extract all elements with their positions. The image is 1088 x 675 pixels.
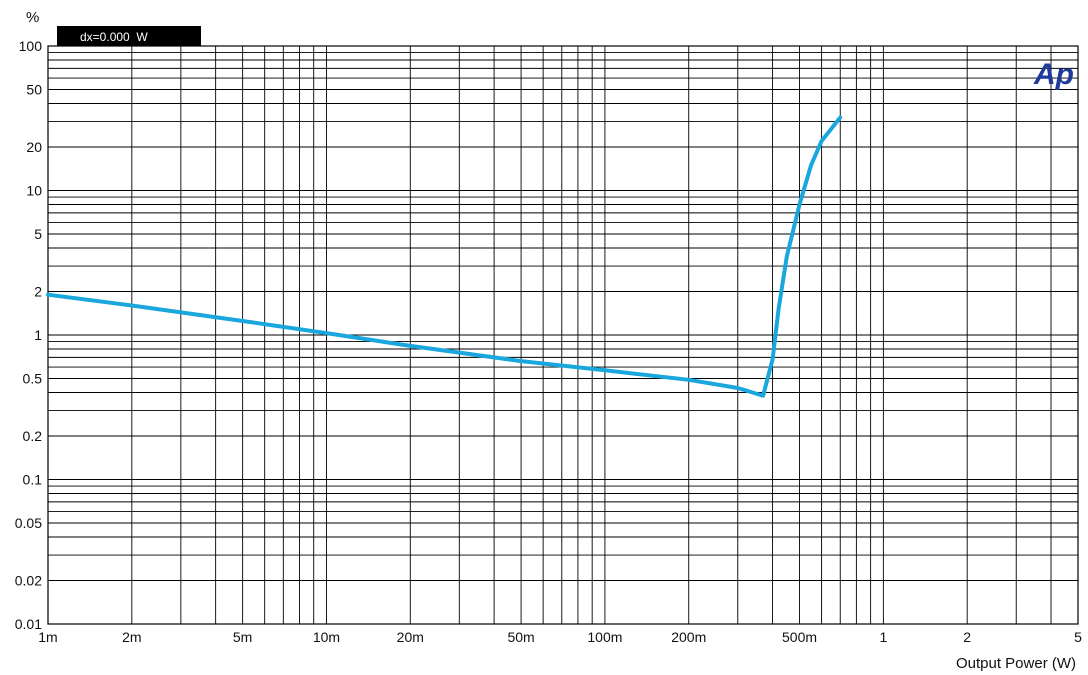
y-tick-label: 50: [26, 81, 42, 97]
y-tick-label: 2: [34, 284, 42, 300]
data-point: [130, 304, 133, 307]
y-tick-label: 0.01: [15, 616, 42, 632]
x-tick-label: 1: [879, 629, 887, 645]
y-tick-label: 0.02: [15, 573, 42, 589]
y-tick-label: 1: [34, 327, 42, 343]
data-point: [325, 332, 328, 335]
y-tick-label: 0.5: [23, 370, 43, 386]
ap-logo: Ap: [1033, 58, 1074, 91]
data-point: [603, 369, 606, 372]
data-point: [687, 378, 690, 381]
x-tick-label: 5: [1074, 629, 1082, 645]
data-point: [839, 116, 842, 119]
x-tick-label: 2m: [122, 629, 141, 645]
data-point: [777, 308, 780, 311]
data-point: [798, 203, 801, 206]
y-tick-label: 10: [26, 183, 42, 199]
data-point: [820, 139, 823, 142]
data-point: [409, 344, 412, 347]
cursor-readout: dx=0.000 W: [80, 30, 148, 44]
y-tick-labels: 0.01 0.02 0.05 0.1 0.2 0.5 1 2 5 10 20 50 100: [15, 38, 42, 632]
grid: [48, 46, 1078, 624]
data-point: [809, 163, 812, 166]
data-point: [785, 255, 788, 258]
y-tick-label: 0.1: [23, 472, 43, 488]
x-tick-label: 50m: [507, 629, 534, 645]
y-axis-label: %: [26, 9, 39, 26]
series-line: [48, 118, 840, 396]
series-layer: [46, 116, 841, 397]
x-tick-label: 5m: [233, 629, 252, 645]
cursor-readout-box: dx=0.000 W: [57, 26, 201, 46]
x-tick-label: 100m: [587, 629, 622, 645]
y-tick-label: 20: [26, 139, 42, 155]
x-tick-label: 20m: [397, 629, 424, 645]
x-tick-labels: 1m 2m 5m 10m 20m 50m 100m 200m 500m 1 2 5: [38, 629, 1082, 645]
data-point: [736, 386, 739, 389]
y-tick-label: 0.05: [15, 515, 42, 531]
x-tick-label: 200m: [671, 629, 706, 645]
data-point: [241, 319, 244, 322]
y-tick-label: 5: [34, 226, 42, 242]
data-point: [46, 293, 49, 296]
x-tick-label: 2: [963, 629, 971, 645]
data-point: [771, 358, 774, 361]
y-tick-label: 100: [19, 38, 43, 54]
y-tick-label: 0.2: [23, 428, 43, 444]
data-point: [762, 394, 765, 397]
x-tick-label: 500m: [782, 629, 817, 645]
x-tick-label: 10m: [313, 629, 340, 645]
data-point: [519, 359, 522, 362]
x-axis-label: Output Power (W): [956, 655, 1076, 672]
